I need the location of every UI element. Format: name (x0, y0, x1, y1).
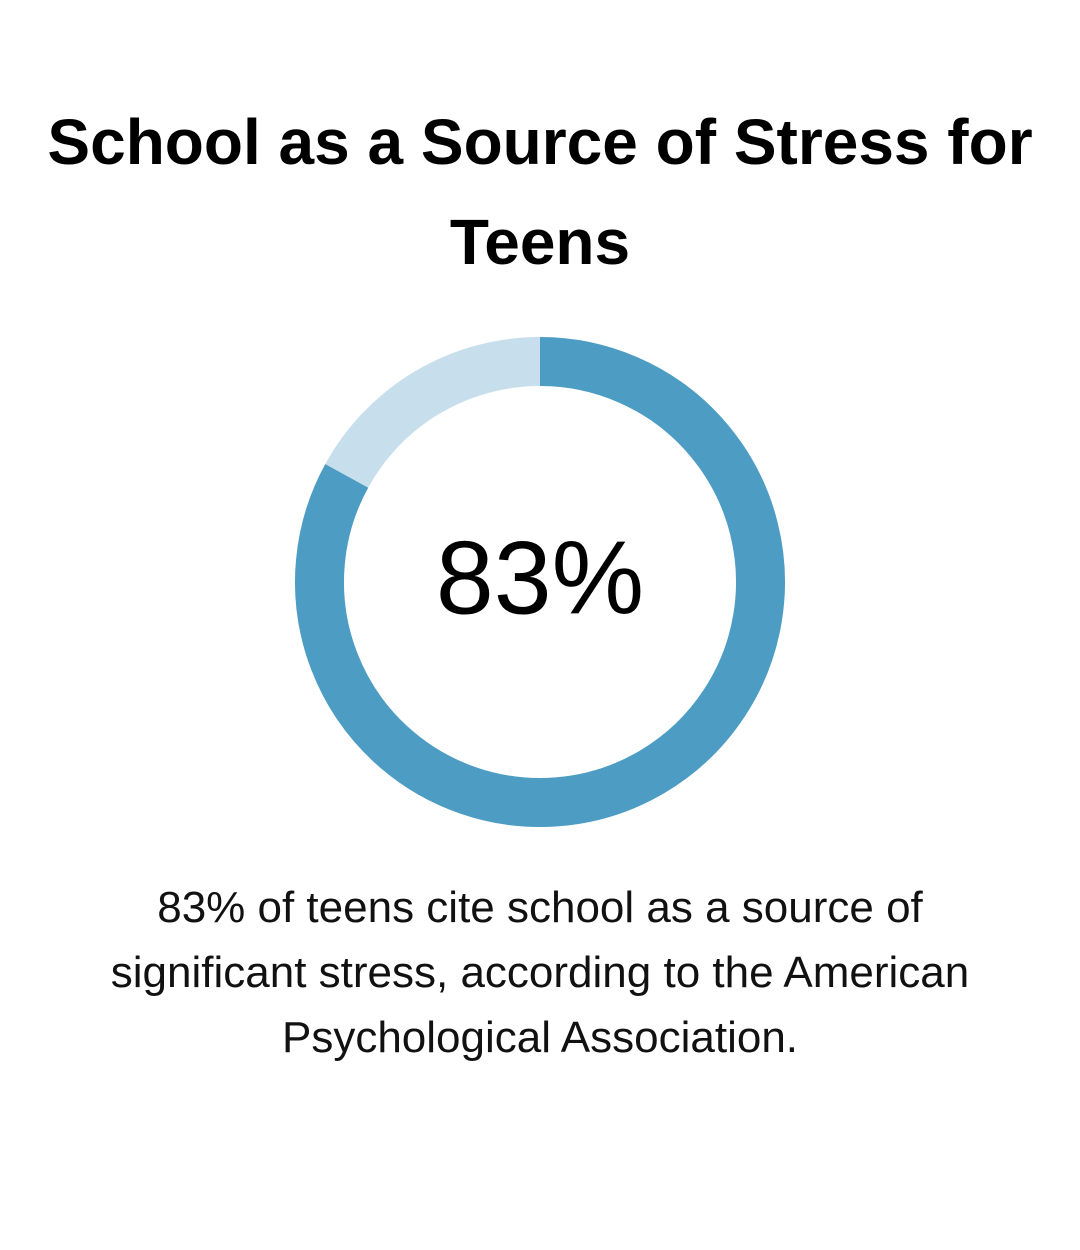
donut-segment (325, 337, 541, 488)
donut-segment (295, 337, 785, 827)
chart-title: School as a Source of Stress for Teens (47, 106, 1033, 278)
caption: 83% of teens cite school as a source of … (110, 883, 970, 1062)
center-value-label: 83% (436, 520, 644, 636)
chart: 83% (295, 337, 785, 827)
